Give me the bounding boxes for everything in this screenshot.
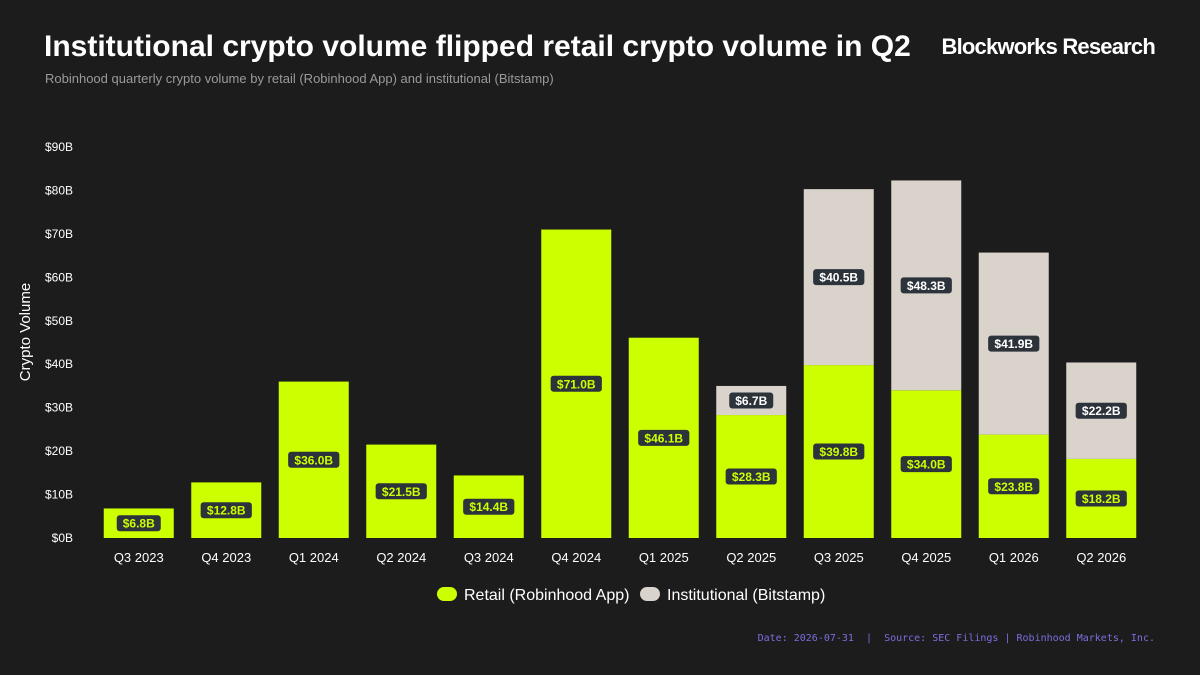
y-tick-label: $50B: [45, 314, 73, 328]
brand-logo-text: Blockworks Research: [941, 34, 1156, 59]
data-label-retail-bg: [375, 483, 427, 500]
legend-label-institutional: Institutional (Bitstamp): [667, 587, 825, 604]
data-label-retail-bg: [813, 443, 865, 460]
data-label-retail: $6.8B: [123, 517, 155, 531]
data-label-retail: $14.4B: [469, 500, 508, 514]
data-label-retail-bg: [638, 429, 690, 446]
data-label-retail-bg: [900, 456, 952, 473]
data-label-institutional: $41.9B: [994, 337, 1033, 351]
data-label-retail: $12.8B: [207, 504, 246, 518]
y-tick-label: $60B: [45, 270, 73, 284]
x-tick-label: Q1 2025: [639, 550, 689, 565]
x-tick-label: Q2 2024: [376, 550, 426, 565]
data-label-retail-bg: [288, 451, 340, 468]
data-label-institutional-bg: [813, 269, 865, 286]
bars-group: $6.8B $12.8B $36.0B $21.5B $14.4B $71.0B $46.1…: [103, 180, 1137, 539]
data-label-retail: $36.0B: [294, 453, 333, 467]
legend-swatch-retail: [437, 587, 457, 601]
data-label-institutional-bg: [1075, 402, 1127, 419]
y-tick-label: $30B: [45, 401, 73, 415]
y-tick-label: $10B: [45, 488, 73, 502]
data-label-institutional-bg: [988, 335, 1040, 352]
data-label-retail: $34.0B: [907, 458, 946, 472]
x-tick-label: Q4 2025: [901, 550, 951, 565]
data-label-retail-bg: [725, 468, 777, 485]
x-tick-label: Q3 2025: [814, 550, 864, 565]
footer-note: Date: 2026-07-31 | Source: SEC Filings |…: [758, 633, 1155, 644]
x-tick-label: Q3 2023: [114, 550, 164, 565]
y-tick-label: $20B: [45, 444, 73, 458]
x-tick-label: Q2 2025: [726, 550, 776, 565]
x-tick-label: Q1 2026: [989, 550, 1039, 565]
y-tick-label: $0B: [52, 531, 73, 545]
data-label-retail-bg: [988, 478, 1040, 495]
data-label-institutional: $48.3B: [907, 279, 946, 293]
data-label-retail-bg: [200, 502, 252, 519]
data-label-retail: $23.8B: [994, 480, 1033, 494]
y-tick-label: $70B: [45, 227, 73, 241]
y-tick-label: $90B: [45, 140, 73, 154]
data-label-retail-bg: [116, 515, 161, 532]
x-tick-label: Q1 2024: [289, 550, 339, 565]
y-axis-ticks: $0B $10B $20B $30B $40B $50B $60B $70B $80B $90B: [45, 140, 73, 545]
data-label-retail: $28.3B: [732, 470, 771, 484]
x-axis-ticks: Q3 2023 Q4 2023 Q1 2024 Q2 2024 Q3 2024 Q4 20…: [114, 550, 1126, 565]
data-label-institutional: $6.7B: [735, 394, 767, 408]
y-tick-label: $80B: [45, 183, 73, 197]
footer-source: Source: SEC Filings | Robinhood Markets,…: [884, 633, 1155, 644]
x-tick-label: Q4 2024: [551, 550, 601, 565]
footer-date: Date: 2026-07-31: [757, 633, 854, 644]
legend-swatch-institutional: [640, 587, 660, 601]
data-label-institutional-bg: [900, 277, 952, 294]
chart-subtitle: Robinhood quarterly crypto volume by ret…: [45, 71, 554, 86]
y-tick-label: $40B: [45, 357, 73, 371]
data-label-retail: $71.0B: [557, 377, 596, 391]
legend-label-retail: Retail (Robinhood App): [464, 587, 629, 604]
data-label-institutional-bg: [729, 392, 774, 409]
data-label-retail-bg: [550, 375, 602, 392]
x-tick-label: Q3 2024: [464, 550, 514, 565]
data-label-retail: $46.1B: [644, 431, 683, 445]
data-label-retail-bg: [1075, 490, 1127, 507]
data-label-retail: $18.2B: [1082, 492, 1121, 506]
data-label-retail: $21.5B: [382, 485, 421, 499]
data-label-institutional: $22.2B: [1082, 404, 1121, 418]
footer-separator: |: [865, 633, 873, 644]
x-tick-label: Q4 2023: [201, 550, 251, 565]
data-label-institutional: $40.5B: [819, 271, 858, 285]
y-axis-label: Crypto Volume: [17, 283, 34, 381]
x-tick-label: Q2 2026: [1076, 550, 1126, 565]
data-label-retail-bg: [463, 498, 515, 515]
legend: Retail (Robinhood App) Institutional (Bi…: [437, 587, 825, 604]
chart-title: Institutional crypto volume flipped reta…: [44, 30, 911, 63]
data-label-retail: $39.8B: [819, 445, 858, 459]
